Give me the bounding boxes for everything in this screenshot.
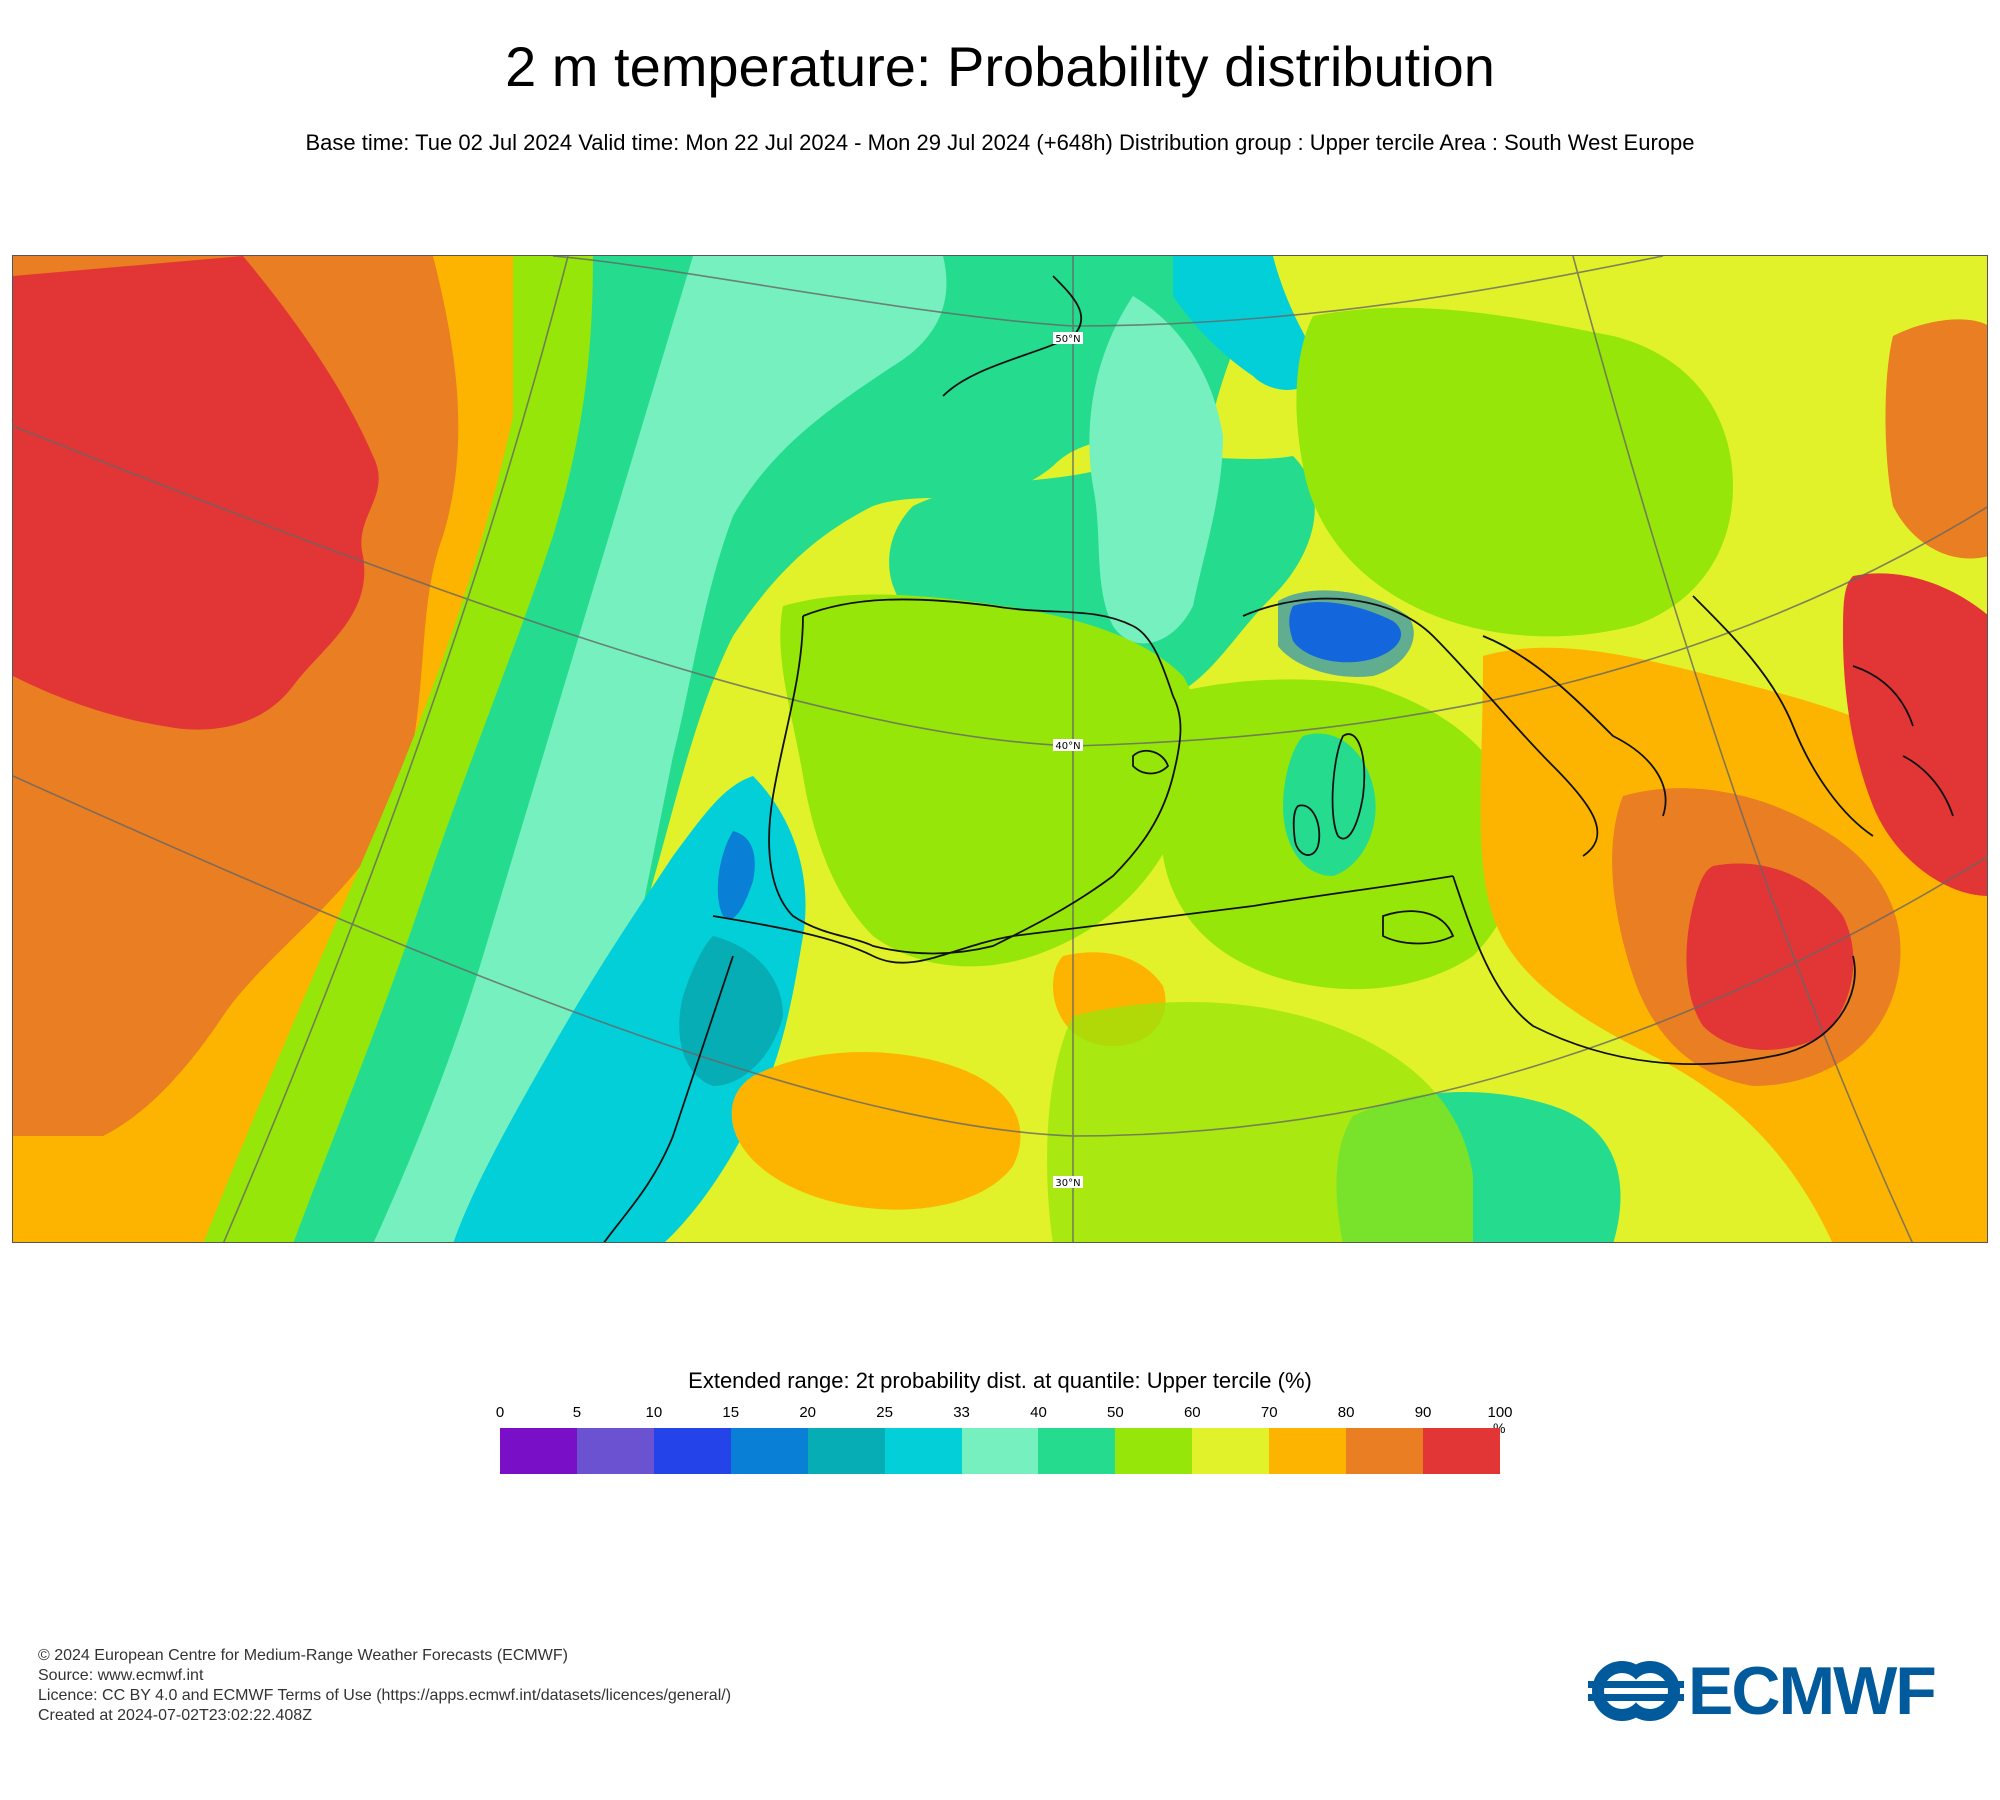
legend-tick-label: 40: [1030, 1404, 1047, 1421]
credit-source: Source: www.ecmwf.int: [38, 1667, 204, 1684]
field-25-33-atlantic: [453, 776, 806, 1242]
lat-labels: 50°N 40°N 30°N: [1053, 332, 1083, 1189]
field-alps-cyan: [1278, 590, 1414, 677]
legend-swatch: [1192, 1428, 1270, 1474]
field-15-20-atlantic: [717, 831, 755, 920]
legend-swatch: [730, 1428, 808, 1474]
legend-tick-label: 70: [1260, 1404, 1278, 1421]
legend-tick-label: 60: [1183, 1404, 1201, 1421]
ecmwf-logo-text: ECMWF: [1688, 1653, 1937, 1729]
credit-copyright: © 2024 European Centre for Medium-Range …: [38, 1647, 568, 1664]
legend-swatch: [807, 1428, 885, 1474]
legend-title: Extended range: 2t probability dist. at …: [688, 1368, 1312, 1393]
legend-tick-label: 15: [722, 1404, 740, 1421]
lat-label-40: 40°N: [1055, 741, 1080, 752]
field-33-40-atlantic: [373, 256, 947, 1242]
credit-licence: Licence: CC BY 4.0 and ECMWF Terms of Us…: [38, 1687, 732, 1704]
legend-tick-label: 50: [1107, 1404, 1124, 1421]
credits: © 2024 European Centre for Medium-Range …: [38, 1646, 731, 1726]
legend-swatch: [961, 1428, 1039, 1474]
field-70-80-africa: [731, 1052, 1021, 1210]
legend-swatch: [1269, 1428, 1347, 1474]
field-33-40-central: [1089, 296, 1223, 644]
legend-colorbar: [500, 1428, 1500, 1474]
lat-label-30: 30°N: [1055, 1178, 1080, 1189]
legend-swatch: [884, 1428, 962, 1474]
legend-swatch: [576, 1428, 654, 1474]
legend-tick-label: 20: [799, 1404, 817, 1421]
probability-map[interactable]: 50°N 40°N 30°N: [12, 255, 1988, 1243]
field-25-33-alps: [1173, 256, 1323, 390]
legend-tick-label: 80: [1337, 1404, 1355, 1421]
field-50-60-sahara: [1047, 1002, 1473, 1242]
legend-swatch: [500, 1428, 577, 1474]
legend-ticks: 0 5 10 15 20 25 33 40 50 60 70 80 90 100: [496, 1404, 1513, 1424]
chart-title: 2 m temperature: Probability distributio…: [505, 35, 1495, 98]
field-50-60-northeast: [1296, 307, 1733, 637]
legend-swatch: [1346, 1428, 1424, 1474]
legend-tick-label: 33: [953, 1404, 970, 1421]
lat-label-50: 50°N: [1055, 334, 1080, 345]
field-40-50-sardinia: [1283, 733, 1376, 876]
legend-swatch: [1423, 1428, 1500, 1474]
legend-swatch: [653, 1428, 731, 1474]
field-hot-west: [13, 256, 379, 730]
legend-tick-label: 25: [876, 1404, 893, 1421]
field-20-25-atlantic: [679, 936, 783, 1086]
field-80-90-northeast: [1885, 319, 1987, 559]
chart-subtitle: Base time: Tue 02 Jul 2024 Valid time: M…: [305, 130, 1695, 155]
legend-tick-label: 0: [495, 1404, 505, 1421]
ecmwf-logo: ECMWF: [1588, 1653, 1937, 1729]
credit-created: Created at 2024-07-02T23:02:22.408Z: [38, 1707, 312, 1724]
legend-tick-label: 10: [645, 1404, 663, 1421]
legend-swatch: [1115, 1428, 1193, 1474]
legend-tick-label: 90: [1414, 1404, 1432, 1421]
legend-tick-label: 5: [572, 1404, 582, 1421]
legend-tick-label: 100: [1487, 1404, 1513, 1421]
map-canvas: 50°N 40°N 30°N: [13, 256, 1987, 1242]
field-50-60-iberia: [780, 594, 1202, 967]
legend-swatch: [1038, 1428, 1116, 1474]
ecmwf-logo-mark-icon: [1588, 1661, 1684, 1721]
field-90-100-aegean: [1843, 573, 1987, 896]
